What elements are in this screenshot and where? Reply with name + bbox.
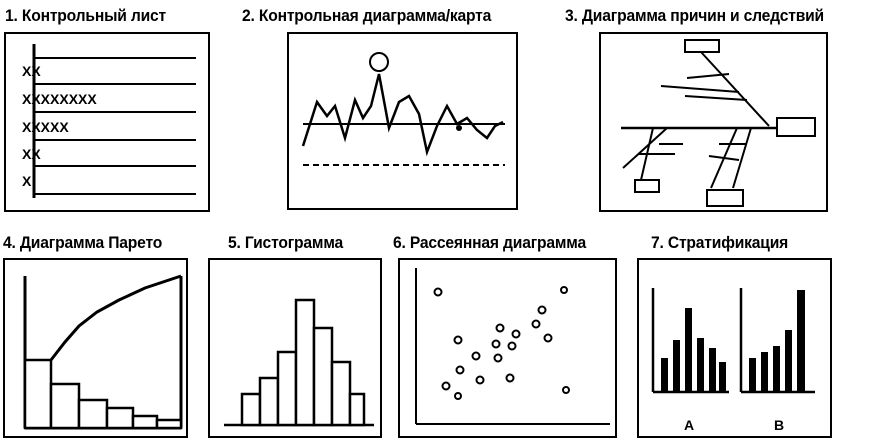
strat-a-bar bbox=[685, 308, 692, 392]
cause-effect-drawing bbox=[621, 39, 816, 207]
scatter-point bbox=[455, 365, 465, 375]
scatter-point bbox=[505, 373, 515, 383]
scatter-point bbox=[454, 392, 462, 400]
scatter-panel bbox=[398, 258, 617, 438]
scatter-point bbox=[491, 339, 501, 349]
strat-b-bar bbox=[785, 330, 792, 392]
check-sheet-drawing: XX XXXXXXXX XXXXX XX X bbox=[22, 44, 196, 198]
pareto-cumulative-line bbox=[49, 274, 182, 361]
histogram-bar bbox=[294, 298, 316, 427]
strat-label-a: A bbox=[684, 417, 694, 433]
pareto-bar bbox=[155, 418, 183, 430]
control-chart-data-line bbox=[301, 73, 504, 157]
check-sheet-tally: XXXXX bbox=[22, 119, 69, 135]
pareto-bar bbox=[105, 406, 135, 430]
check-sheet-panel: XX XXXXXXXX XXXXX XX X bbox=[4, 32, 210, 212]
histogram-bar bbox=[312, 326, 334, 427]
control-chart-outlier-marker bbox=[369, 52, 389, 72]
scatter-point bbox=[543, 333, 553, 343]
scatter-point bbox=[493, 353, 503, 363]
strat-b-bar bbox=[749, 358, 756, 392]
pareto-bar bbox=[23, 358, 53, 430]
histogram-bar bbox=[330, 360, 352, 427]
fishbone-bone bbox=[640, 127, 654, 181]
title-histogram: 5. Гистограмма bbox=[228, 233, 344, 252]
strat-a-bar bbox=[661, 358, 668, 392]
scatter-point bbox=[471, 351, 481, 361]
scatter-point bbox=[433, 287, 443, 297]
histogram-bar bbox=[240, 392, 262, 427]
check-sheet-tally: XX bbox=[22, 146, 41, 162]
scatter-point bbox=[507, 341, 517, 351]
fishbone-cause-box bbox=[634, 179, 660, 193]
pareto-panel bbox=[3, 258, 188, 438]
check-sheet-tally: XXXXXXXX bbox=[22, 91, 97, 107]
scatter-point bbox=[537, 305, 547, 315]
histogram-bar bbox=[276, 350, 298, 427]
fishbone-cause-box bbox=[684, 39, 720, 53]
pareto-drawing bbox=[23, 274, 183, 430]
pareto-bar bbox=[49, 382, 81, 430]
strat-b-bar bbox=[797, 290, 805, 392]
scatter-point bbox=[495, 323, 505, 333]
scatter-point bbox=[511, 329, 521, 339]
histogram-panel bbox=[208, 258, 382, 438]
strat-a-bar bbox=[673, 340, 680, 392]
fishbone-effect-box bbox=[776, 117, 816, 137]
strat-label-b: B bbox=[774, 417, 784, 433]
pareto-bar bbox=[77, 398, 109, 430]
strat-a-bar bbox=[719, 362, 726, 392]
strat-a-bar bbox=[697, 338, 704, 392]
control-chart-drawing bbox=[301, 52, 505, 166]
check-sheet-tally: X bbox=[22, 173, 32, 189]
fishbone-cause-box bbox=[706, 189, 744, 207]
strat-b-bar bbox=[773, 346, 780, 392]
title-stratification: 7. Стратификация bbox=[651, 233, 789, 252]
fishbone-branch bbox=[684, 95, 748, 101]
strat-a-bar bbox=[709, 348, 716, 392]
scatter-point bbox=[560, 286, 568, 294]
stratification-panel: A B bbox=[637, 258, 832, 438]
title-cause-effect: 3. Диаграмма причин и следствий bbox=[565, 6, 824, 25]
histogram-bar bbox=[258, 376, 280, 427]
cause-effect-panel bbox=[599, 32, 828, 212]
scatter-point bbox=[453, 335, 463, 345]
pareto-bar bbox=[131, 414, 159, 430]
fishbone-branch bbox=[686, 73, 730, 79]
title-check-sheet: 1. Контрольный лист bbox=[5, 6, 167, 25]
title-scatter: 6. Рассеянная диаграмма bbox=[393, 233, 587, 252]
fishbone-branch bbox=[660, 85, 740, 93]
title-control-chart: 2. Контрольная диаграмма/карта bbox=[242, 6, 492, 25]
histogram-bar bbox=[348, 392, 366, 427]
histogram-drawing bbox=[224, 298, 374, 427]
title-pareto: 4. Диаграмма Парето bbox=[3, 233, 163, 252]
fishbone-bone bbox=[622, 127, 668, 169]
control-chart-panel bbox=[287, 32, 518, 210]
strat-b-bar bbox=[761, 352, 768, 392]
scatter-point bbox=[562, 386, 570, 394]
scatter-point bbox=[531, 319, 541, 329]
scatter-point bbox=[475, 375, 485, 385]
scatter-drawing bbox=[415, 268, 610, 425]
scatter-point bbox=[441, 381, 451, 391]
check-sheet-tally: XX bbox=[22, 63, 41, 79]
fishbone-branch bbox=[708, 155, 740, 161]
fishbone-bone bbox=[700, 51, 770, 127]
control-chart-point bbox=[456, 125, 462, 131]
stratification-drawing: A B bbox=[651, 288, 815, 433]
fishbone-bone bbox=[732, 127, 752, 189]
